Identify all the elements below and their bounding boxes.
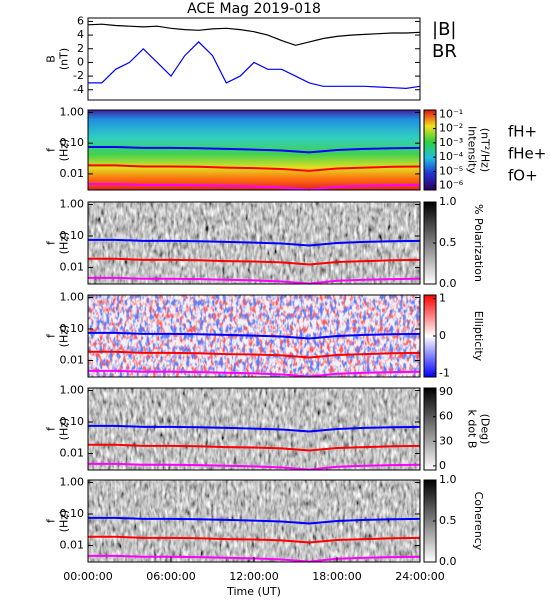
series-line <box>88 443 421 452</box>
legend-label: |B| <box>432 19 456 40</box>
colorbar-tick-label: 10⁻³ <box>439 136 463 149</box>
legend-label: fH+ <box>508 123 537 141</box>
y-tick-label: 2 <box>77 42 84 55</box>
colorbar-tick-label: 10⁻⁴ <box>439 150 464 163</box>
series-line <box>88 183 421 191</box>
x-tick-label: 24:00:00 <box>395 570 444 583</box>
x-tick-label: 06:00:00 <box>146 570 195 583</box>
colorbar-tick-label: 10⁻² <box>439 122 463 135</box>
plot-frame <box>87 387 421 471</box>
colorbar-label: k dot B <box>466 410 479 449</box>
series-line <box>88 276 421 285</box>
chart-title: ACE Mag 2019-018 <box>187 1 321 17</box>
x-tick-label: 18:00:00 <box>312 570 361 583</box>
y-tick-label: 1.00 <box>60 105 85 118</box>
colorbar <box>423 387 437 471</box>
y-tick-label: 0.10 <box>60 415 85 428</box>
colorbar-label: (Deg) <box>479 414 492 445</box>
x-tick-label: 12:00:00 <box>229 570 278 583</box>
series-line <box>88 257 421 266</box>
y-tick-label: 1.00 <box>60 475 85 488</box>
colorbar-tick-label: 0.5 <box>439 236 457 249</box>
colorbar-tick-label: 0.5 <box>439 514 457 527</box>
y-axis-label: f <box>45 333 58 338</box>
y-axis-label: (Hz) <box>58 232 71 255</box>
y-tick-label: 0.10 <box>60 322 85 335</box>
colorbar-tick-label: 0.0 <box>439 277 457 290</box>
y-tick-label: -4 <box>73 83 84 96</box>
x-tick-label: 00:00:00 <box>63 570 112 583</box>
y-axis-label: (Hz) <box>58 325 71 348</box>
series-line <box>88 350 421 359</box>
y-axis-label: f <box>45 426 58 431</box>
y-tick-label: 0.01 <box>60 354 85 367</box>
y-tick-label: 4 <box>77 28 84 41</box>
colorbar-tick-label: 60 <box>439 410 453 423</box>
plot-frame <box>87 109 421 191</box>
colorbar-label: Coherency <box>472 492 485 551</box>
colorbar-tick-label: 0.0 <box>439 555 457 568</box>
series-line <box>88 516 421 525</box>
colorbar-tick-label: 0 <box>439 459 446 472</box>
y-tick-label: 0.01 <box>60 539 85 552</box>
x-axis-label: Time (UT) <box>226 585 281 598</box>
y-axis-label: (Hz) <box>58 510 71 533</box>
series-line <box>88 369 421 378</box>
colorbar-tick-label: 1 <box>439 292 446 305</box>
y-tick-label: 1.00 <box>60 290 85 303</box>
series-line <box>88 535 421 544</box>
y-tick-label: -2 <box>73 69 84 82</box>
colorbar-tick-label: 0 <box>439 329 446 342</box>
y-axis-label: B <box>45 55 58 63</box>
colorbar-label: Intensity <box>466 126 479 174</box>
y-tick-label: 1.00 <box>60 383 85 396</box>
colorbar-tick-label: -1 <box>439 366 450 379</box>
series-line <box>88 424 421 433</box>
series-line <box>87 23 421 46</box>
series-line <box>88 146 421 154</box>
y-tick-label: 0.10 <box>60 229 85 242</box>
y-tick-label: 0.10 <box>60 507 85 520</box>
series-line <box>88 41 421 90</box>
y-axis-label: f <box>45 240 58 245</box>
series-line <box>88 164 421 172</box>
colorbar-label: % Polarization <box>472 204 485 282</box>
colorbar-tick-label: 10⁻¹ <box>439 107 463 120</box>
y-tick-label: 0 <box>77 55 84 68</box>
y-tick-label: 6 <box>77 14 84 27</box>
y-tick-label: 1.00 <box>60 197 85 210</box>
y-axis-label: f <box>45 147 58 152</box>
series-line <box>88 462 421 471</box>
legend-label: fO+ <box>508 167 538 185</box>
plot-frame <box>87 294 421 378</box>
colorbar-tick-label: 30 <box>439 434 453 447</box>
colorbar-tick-label: 1.0 <box>439 473 457 486</box>
y-axis-label: (Hz) <box>58 418 71 441</box>
series-line <box>88 331 421 340</box>
y-axis-label: (Hz) <box>58 139 71 162</box>
colorbar-tick-label: 1.0 <box>439 195 457 208</box>
series-line <box>88 238 421 247</box>
y-tick-label: 0.01 <box>60 447 85 460</box>
plot-frame <box>87 17 421 101</box>
y-axis-label: (nT) <box>58 48 71 70</box>
plot-frame <box>87 201 421 285</box>
colorbar-tick-label: 10⁻⁶ <box>439 179 464 192</box>
y-tick-label: 0.10 <box>60 136 85 149</box>
colorbar-label: Ellipticity <box>472 311 485 362</box>
colorbar-label: (nT²/Hz) <box>479 128 492 172</box>
colorbar-tick-label: 10⁻⁵ <box>439 164 463 177</box>
y-tick-label: 0.01 <box>60 167 85 180</box>
y-tick-label: 0.01 <box>60 261 85 274</box>
legend-label: fHe+ <box>508 145 546 163</box>
legend-label: BR <box>432 41 457 62</box>
y-axis-label: f <box>45 518 58 523</box>
colorbar-tick-label: 90 <box>439 385 453 398</box>
colorbar <box>423 109 437 191</box>
